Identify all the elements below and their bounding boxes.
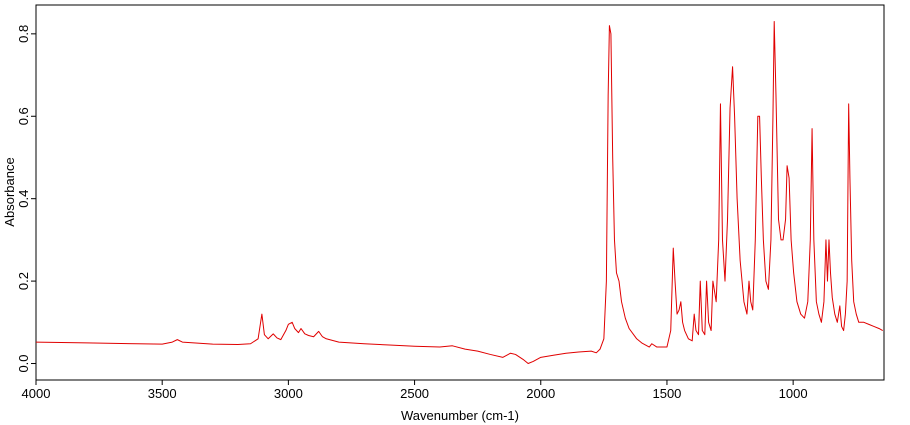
x-tick-label: 4000 [22,386,51,401]
x-tick-label: 3000 [274,386,303,401]
spectrum-line [35,20,883,365]
y-tick-label: 0.8 [16,25,31,43]
x-tick-label: 3500 [148,386,177,401]
x-tick-label: 1000 [779,386,808,401]
y-tick-label: 0.0 [16,354,31,372]
y-tick-label: 0.4 [16,190,31,208]
x-tick-label: 1500 [652,386,681,401]
x-tick-label: 2500 [400,386,429,401]
x-axis-label: Wavenumber (cm-1) [401,408,519,423]
y-tick-label: 0.6 [16,107,31,125]
y-axis-label: Absorbance [2,157,17,226]
y-tick-label: 0.2 [16,272,31,290]
x-tick-label: 2000 [526,386,555,401]
plot-frame [35,4,885,381]
